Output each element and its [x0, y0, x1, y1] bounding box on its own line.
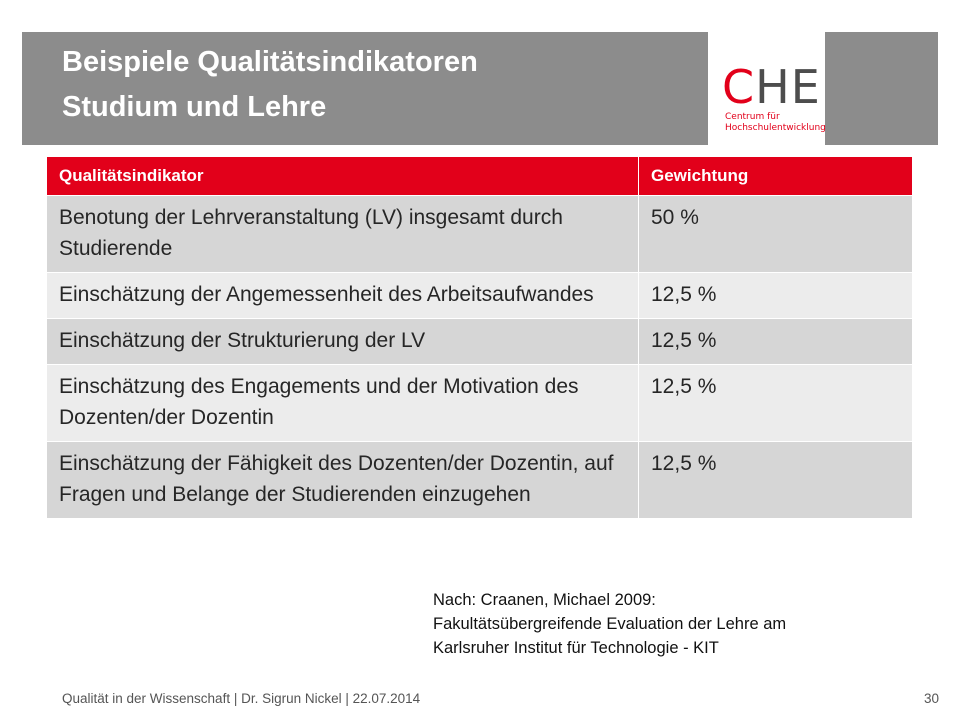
table-row: Benotung der Lehrveranstaltung (LV) insg…: [47, 195, 912, 273]
table-row: Einschätzung der Strukturierung der LV 1…: [47, 318, 912, 365]
header-indicator: Qualitätsindikator: [47, 157, 639, 196]
logo-letters-he: HE: [755, 60, 821, 114]
source-note-line-2: Fakultätsübergreifende Evaluation der Le…: [433, 615, 787, 633]
footer-text: Qualität in der Wissenschaft | Dr. Sigru…: [62, 691, 421, 706]
table-row: Einschätzung der Fähigkeit des Dozenten/…: [47, 441, 912, 518]
che-logo: CHE Centrum für Hochschulentwicklung: [708, 32, 826, 145]
weight-cell: 50 %: [638, 195, 912, 273]
weight-cell: 12,5 %: [638, 272, 912, 319]
header-weight: Gewichtung: [638, 157, 912, 196]
indicator-cell: Einschätzung der Strukturierung der LV: [47, 318, 639, 365]
page-number: 30: [923, 691, 939, 706]
logo-letter-c: C: [722, 60, 756, 114]
source-note: Nach: Craanen, Michael 2009: Fakultätsüb…: [433, 588, 786, 660]
indicator-cell: Einschätzung der Fähigkeit des Dozenten/…: [47, 441, 639, 518]
indicator-cell: Einschätzung der Angemessenheit des Arbe…: [47, 272, 639, 319]
title-line-2: Studium und Lehre: [62, 91, 327, 123]
indicator-cell: Benotung der Lehrveranstaltung (LV) insg…: [47, 195, 639, 273]
indicator-cell: Einschätzung des Engagements und der Mot…: [47, 364, 639, 442]
logo-subtitle: Centrum für Hochschulentwicklung: [725, 112, 826, 134]
source-note-line-3: Karlsruher Institut für Technologie - KI…: [433, 639, 719, 657]
indicator-table: Qualitätsindikator Gewichtung Benotung d…: [47, 157, 912, 518]
source-note-line-1: Nach: Craanen, Michael 2009:: [433, 591, 656, 609]
weight-cell: 12,5 %: [638, 318, 912, 365]
slide-title: Beispiele Qualitätsindikatoren Studium u…: [62, 40, 478, 130]
logo-subtitle-line-2: Hochschulentwicklung: [725, 123, 826, 133]
table-row: Einschätzung der Angemessenheit des Arbe…: [47, 272, 912, 319]
table-header-row: Qualitätsindikator Gewichtung: [47, 157, 912, 196]
logo-subtitle-line-1: Centrum für: [725, 112, 780, 122]
title-line-1: Beispiele Qualitätsindikatoren: [62, 46, 478, 78]
table-row: Einschätzung des Engagements und der Mot…: [47, 364, 912, 442]
weight-cell: 12,5 %: [638, 441, 912, 518]
logo-wordmark: CHE: [722, 64, 821, 110]
weight-cell: 12,5 %: [638, 364, 912, 442]
